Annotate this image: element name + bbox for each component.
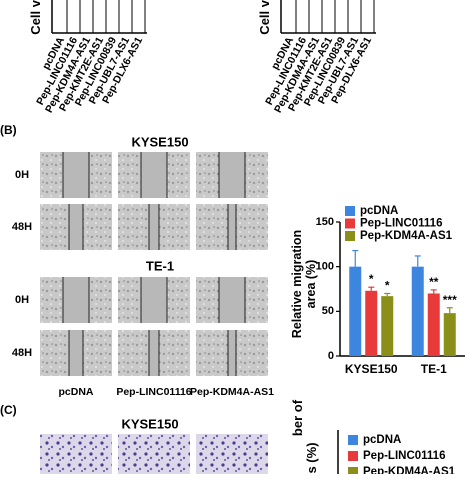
y-tick-label: 50 (322, 305, 334, 317)
wound-area (69, 204, 83, 250)
y-axis-label: ber of (290, 399, 305, 436)
x-tick-label: KYSE150 (345, 362, 398, 376)
legend-label: Pep-KDM4A-AS1 (363, 466, 456, 474)
wound-area (228, 330, 236, 376)
wound-area (228, 204, 236, 250)
significance: * (369, 272, 374, 286)
legend-swatch (345, 206, 355, 216)
wound-area (149, 330, 159, 376)
legend-swatch (348, 435, 358, 445)
significance: *** (443, 293, 457, 307)
bar (427, 293, 440, 356)
y-axis-label: Cell v (28, 0, 43, 35)
wound-area (141, 152, 167, 198)
image-group-title: TE-1 (146, 258, 174, 273)
legend-swatch (345, 218, 355, 229)
significance: * (385, 278, 390, 292)
wound-area (141, 277, 167, 323)
wound-area (69, 330, 83, 376)
column-label: pcDNA (58, 386, 93, 398)
legend-label: pcDNA (363, 434, 401, 446)
y-axis-label: Cell v (257, 0, 272, 35)
bar (381, 296, 394, 356)
legend-label: Pep-LINC01116 (360, 218, 442, 230)
wound-area (63, 152, 89, 198)
row-label: 0H (15, 169, 29, 181)
bar (411, 266, 424, 356)
y-tick-label: 100 (316, 261, 334, 273)
micrograph (118, 434, 190, 474)
y-axis-label: Relative migration area (%) (290, 229, 318, 339)
legend-swatch (345, 231, 355, 241)
bar (349, 266, 362, 356)
y-axis-label: s (%) (304, 442, 319, 473)
row-label: 0H (15, 294, 29, 306)
y-tick-label: 150 (316, 216, 334, 228)
x-tick-label: TE-1 (421, 362, 447, 376)
row-label: 48H (12, 221, 32, 233)
column-label: Pep-KDM4A-AS1 (190, 386, 274, 398)
legend-label: Pep-LINC01116 (363, 450, 445, 462)
image-group-title: KYSE150 (131, 134, 188, 149)
bar (365, 290, 378, 356)
column-label: Pep-LINC01116 (116, 386, 191, 398)
row-label: 48H (12, 347, 32, 359)
wound-area (219, 277, 245, 323)
image-group-title: KYSE150 (121, 416, 178, 431)
legend-swatch (348, 467, 358, 477)
wound-area (219, 152, 245, 198)
legend-label: pcDNA (360, 205, 398, 217)
legend-swatch (348, 451, 358, 461)
legend-label: Pep-KDM4A-AS1 (360, 230, 453, 242)
micrograph (40, 434, 112, 474)
wound-area (63, 277, 89, 323)
panel-label: (B) (0, 123, 17, 137)
bar (443, 313, 456, 356)
wound-area (149, 204, 159, 250)
panel-label: (C) (0, 403, 17, 417)
significance: ** (429, 275, 439, 289)
micrograph (196, 434, 268, 474)
y-tick-label: 0 (328, 350, 334, 362)
y-axis-label-box: Relative migration area (%) (290, 229, 318, 339)
